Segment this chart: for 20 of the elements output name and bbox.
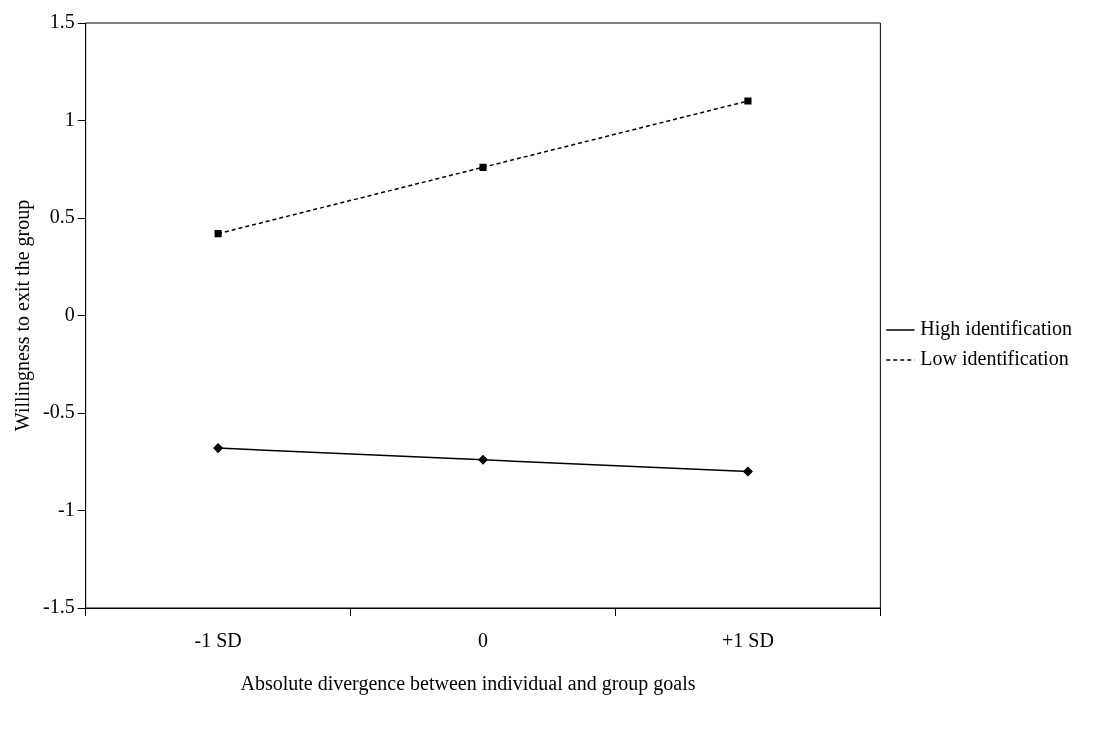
- point: [478, 455, 488, 465]
- y-tick-label: 1: [64, 107, 75, 130]
- x-tick-label: +1 SD: [721, 629, 774, 652]
- y-tick-label: 1.5: [49, 10, 75, 33]
- y-tick-label: 0: [64, 302, 75, 325]
- x-tick-label: -1 SD: [194, 629, 242, 652]
- point: [214, 230, 222, 238]
- x-tick-label: 0: [478, 629, 489, 652]
- point: [743, 466, 753, 477]
- y-tick-label: -0.5: [42, 400, 75, 423]
- legend-label: Low identification: [920, 347, 1069, 370]
- x-axis-title: Absolute divergence between individual and group goals: [239, 671, 697, 697]
- y-tick-label: -1: [57, 497, 75, 520]
- y-axis-title: Willingness to exit the group: [11, 199, 35, 432]
- point: [744, 97, 752, 105]
- point: [213, 443, 223, 453]
- point: [479, 163, 487, 171]
- legend-label: High identification: [920, 317, 1073, 341]
- y-tick-label: 0.5: [49, 205, 75, 228]
- y-tick-label: -1.5: [42, 595, 75, 618]
